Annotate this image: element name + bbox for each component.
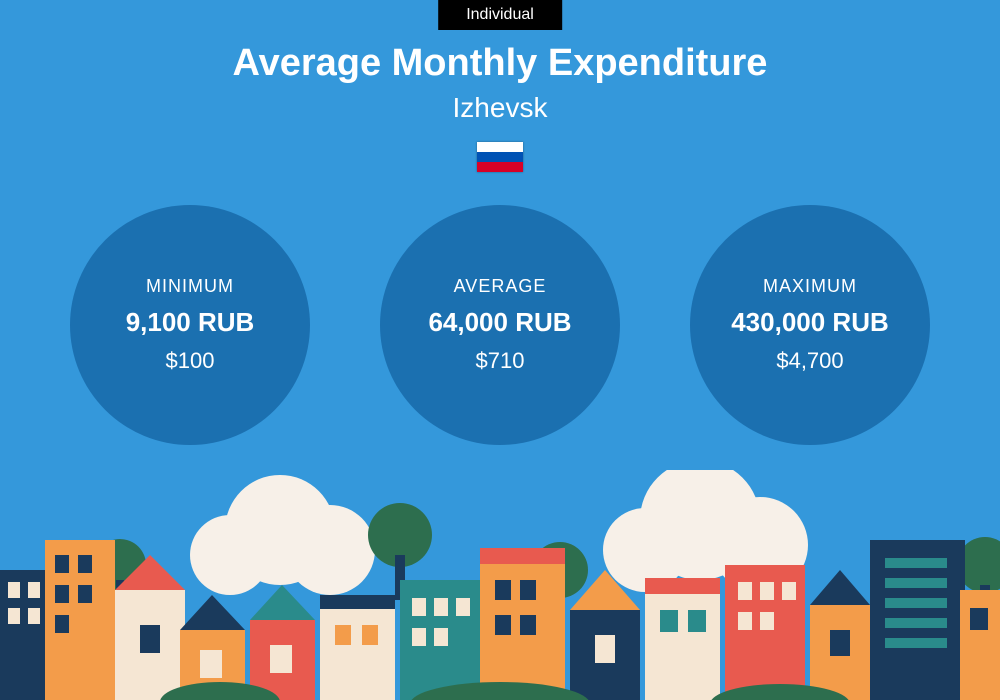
category-tag-label: Individual xyxy=(466,6,534,23)
flag-stripe-red xyxy=(477,162,523,172)
stats-row: MINIMUM 9,100 RUB $100 AVERAGE 64,000 RU… xyxy=(0,205,1000,445)
stat-amount: 9,100 RUB xyxy=(126,307,255,338)
cloud-icon xyxy=(190,475,375,595)
infographic-canvas: Individual Average Monthly Expenditure I… xyxy=(0,0,1000,700)
category-tag: Individual xyxy=(438,0,562,30)
stat-circle-minimum: MINIMUM 9,100 RUB $100 xyxy=(70,205,310,445)
stat-usd: $100 xyxy=(166,348,215,374)
city-name: Izhevsk xyxy=(0,92,1000,124)
cityscape-illustration xyxy=(0,470,1000,700)
stat-circle-maximum: MAXIMUM 430,000 RUB $4,700 xyxy=(690,205,930,445)
stat-amount: 430,000 RUB xyxy=(731,307,889,338)
flag-stripe-white xyxy=(477,142,523,152)
stat-usd: $710 xyxy=(476,348,525,374)
flag-stripe-blue xyxy=(477,152,523,162)
stat-label: MAXIMUM xyxy=(763,276,857,297)
page-title: Average Monthly Expenditure xyxy=(0,42,1000,85)
stat-amount: 64,000 RUB xyxy=(428,307,571,338)
stat-label: AVERAGE xyxy=(454,276,547,297)
stat-circle-average: AVERAGE 64,000 RUB $710 xyxy=(380,205,620,445)
stat-label: MINIMUM xyxy=(146,276,234,297)
country-flag xyxy=(477,142,523,172)
stat-usd: $4,700 xyxy=(776,348,843,374)
